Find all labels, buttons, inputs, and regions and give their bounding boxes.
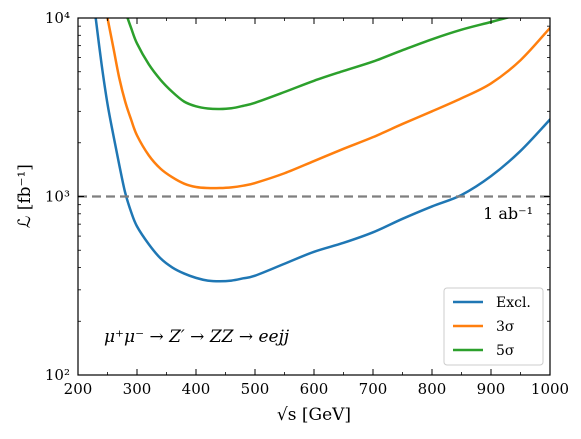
series-layer: [94, 18, 550, 283]
reference-line-label: 1 ab⁻¹: [483, 204, 533, 223]
x-tick-label: 500: [241, 380, 270, 398]
legend-label-5sigma: 5σ: [496, 343, 515, 359]
ticks-layer: [77, 17, 551, 376]
legend-label-3sigma: 3σ: [496, 319, 515, 335]
x-tick-label: 400: [182, 380, 211, 398]
y-tick-label: 10²: [45, 366, 70, 384]
x-tick-label: 700: [359, 380, 388, 398]
tick-labels: 200 300 400 500 600 700 800 900 1000 10² 10³ 10⁴: [45, 9, 569, 398]
process-annotation: μ⁺μ⁻ → Z′ → ZZ → eejj: [104, 327, 290, 347]
x-tick-label: 300: [123, 380, 152, 398]
series-line-0: [94, 18, 550, 283]
x-tick-label: 1000: [531, 380, 569, 398]
series-line-1: [106, 18, 550, 190]
x-tick-label: 600: [300, 380, 329, 398]
y-tick-label: 10⁴: [45, 9, 70, 27]
x-tick-label: 800: [418, 380, 447, 398]
x-axis-label: √s [GeV]: [277, 405, 351, 425]
legend: Excl. 3σ 5σ: [443, 287, 544, 366]
y-axis-label: ℒ [fb⁻¹]: [15, 164, 35, 228]
x-tick-label: 900: [477, 380, 506, 398]
y-tick-label: 10³: [45, 188, 70, 206]
series-line-2: [126, 18, 511, 111]
x-tick-label: 200: [64, 380, 93, 398]
legend-label-excl: Excl.: [496, 295, 531, 311]
legend-box: [443, 287, 544, 366]
